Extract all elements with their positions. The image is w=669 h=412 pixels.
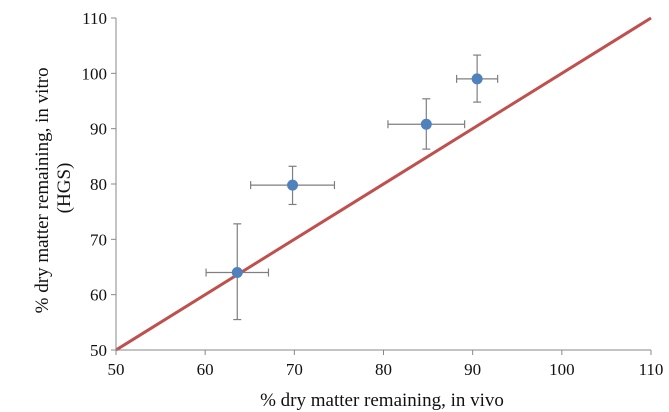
x-tick-label: 90: [464, 360, 481, 379]
data-point: [471, 73, 483, 85]
x-tick-label: 80: [375, 360, 392, 379]
y-tick-label: 80: [90, 175, 107, 194]
y-tick-label: 90: [90, 120, 107, 139]
x-tick-label: 60: [197, 360, 214, 379]
data-point: [420, 118, 432, 130]
y-tick-label: 100: [82, 64, 108, 83]
x-tick-label: 70: [286, 360, 303, 379]
x-axis-label: % dry matter remaining, in vivo: [260, 390, 504, 411]
y-tick-label: 70: [90, 230, 107, 249]
reference-line: [115, 16, 652, 352]
y-axis-label: % dry matter remaining, in vitro (HGS): [32, 63, 75, 314]
plot-area: [115, 16, 652, 352]
y-axis-label-line-1: % dry matter remaining, in vitro: [32, 67, 53, 313]
x-tick-label: 50: [108, 360, 125, 379]
x-tick-label: 100: [549, 360, 575, 379]
x-tick-label: 110: [639, 360, 664, 379]
y-tick-label: 110: [82, 9, 107, 28]
data-point: [231, 267, 243, 279]
y-tick-label: 60: [90, 286, 107, 305]
axes: 50 60 70 80 90 100 110 50 60 70 80 90 100 110: [82, 9, 664, 379]
data-point: [287, 179, 299, 191]
y-tick-label: 50: [90, 341, 107, 360]
y-axis-label-line-2: (HGS): [54, 163, 75, 214]
